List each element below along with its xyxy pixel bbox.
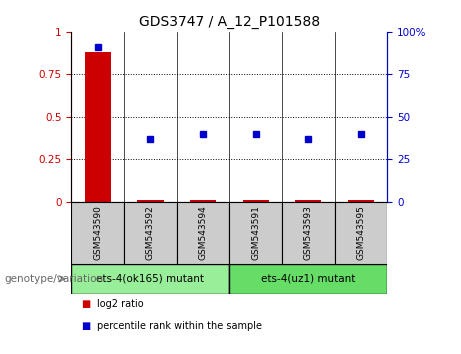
Bar (71, 202, 124, 264)
Bar (190, 200, 216, 202)
Bar (335, 202, 387, 264)
Bar (85, 52, 111, 202)
Bar (348, 200, 374, 202)
Text: GSM543595: GSM543595 (356, 205, 366, 260)
Text: ets-4(uz1) mutant: ets-4(uz1) mutant (261, 274, 355, 284)
Bar (124, 202, 177, 264)
Text: genotype/variation: genotype/variation (5, 274, 104, 284)
Bar (295, 200, 321, 202)
Text: ■: ■ (81, 321, 90, 331)
Text: log2 ratio: log2 ratio (97, 299, 143, 309)
Bar (177, 202, 229, 264)
Bar (242, 200, 269, 202)
Bar (71, 264, 230, 294)
Text: ■: ■ (81, 299, 90, 309)
Title: GDS3747 / A_12_P101588: GDS3747 / A_12_P101588 (139, 16, 320, 29)
Text: percentile rank within the sample: percentile rank within the sample (97, 321, 262, 331)
Bar (137, 200, 164, 202)
Text: GSM543592: GSM543592 (146, 205, 155, 260)
Bar (229, 264, 387, 294)
Text: GSM543593: GSM543593 (304, 205, 313, 260)
Text: GSM543594: GSM543594 (199, 205, 207, 260)
Text: GSM543590: GSM543590 (93, 205, 102, 260)
Text: ets-4(ok165) mutant: ets-4(ok165) mutant (96, 274, 204, 284)
Bar (229, 202, 282, 264)
Text: GSM543591: GSM543591 (251, 205, 260, 260)
Bar (282, 202, 335, 264)
